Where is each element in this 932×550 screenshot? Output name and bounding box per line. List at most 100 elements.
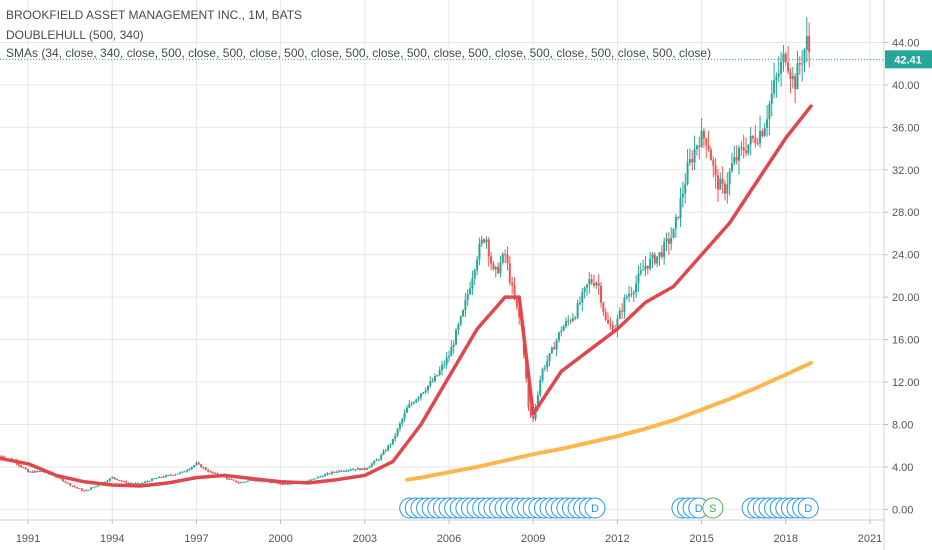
candle-body bbox=[693, 149, 696, 163]
candle-body bbox=[805, 36, 808, 50]
candle-body bbox=[277, 482, 280, 484]
candle-body bbox=[497, 266, 500, 274]
candle-body bbox=[571, 318, 574, 321]
candle-body bbox=[34, 471, 37, 473]
candle-body bbox=[249, 479, 252, 481]
candle-body bbox=[686, 162, 689, 185]
candle-body bbox=[742, 147, 745, 151]
candle-body bbox=[457, 324, 460, 331]
candle-body bbox=[684, 184, 687, 194]
dividend-marker[interactable]: D bbox=[584, 497, 606, 519]
candle-body bbox=[550, 347, 553, 354]
candle-body bbox=[239, 482, 242, 484]
chart-title: BROOKFIELD ASSET MANAGEMENT INC., 1M, BA… bbox=[6, 8, 303, 22]
candle-body bbox=[403, 412, 406, 419]
dividend-marker[interactable]: D bbox=[797, 497, 819, 519]
candle-body bbox=[448, 356, 451, 358]
candle-body bbox=[76, 487, 79, 489]
candle-body bbox=[87, 489, 90, 491]
candle-body bbox=[256, 480, 259, 482]
candle-body bbox=[232, 479, 235, 481]
candle-body bbox=[590, 279, 593, 283]
last-price-label: 42.41 bbox=[894, 54, 922, 66]
candle-body bbox=[363, 468, 366, 470]
candle-body bbox=[735, 157, 738, 161]
indicator-legend-doublehull[interactable]: DOUBLEHULL (500, 340) bbox=[6, 28, 144, 42]
candle-body bbox=[656, 256, 659, 264]
y-tick-label: 32.00 bbox=[892, 165, 920, 177]
split-marker[interactable]: S bbox=[702, 497, 724, 519]
candle-body bbox=[373, 460, 376, 464]
candle-body bbox=[569, 320, 572, 322]
candle-body bbox=[235, 480, 238, 483]
candle-body bbox=[494, 266, 497, 270]
candle-body bbox=[375, 459, 378, 461]
candle-body bbox=[136, 483, 139, 485]
candle-body bbox=[733, 157, 736, 164]
candle-body bbox=[69, 483, 72, 486]
candle-body bbox=[560, 330, 563, 333]
candle-body bbox=[801, 63, 804, 65]
marker-circle bbox=[797, 497, 819, 519]
x-tick-label: 1994 bbox=[100, 533, 124, 545]
candle-body bbox=[181, 471, 184, 473]
candle-body bbox=[759, 131, 762, 144]
candle-body bbox=[698, 145, 701, 147]
y-tick-label: 36.00 bbox=[892, 122, 920, 134]
candle-body bbox=[464, 299, 467, 311]
candle-body bbox=[92, 487, 95, 489]
candle-body bbox=[529, 407, 532, 417]
candle-body bbox=[485, 239, 488, 243]
candle-body bbox=[270, 482, 273, 484]
candle-body bbox=[405, 407, 408, 413]
candle-body bbox=[756, 143, 759, 145]
candle-body bbox=[543, 367, 546, 369]
last-price-line: 42.41 bbox=[0, 50, 932, 69]
indicator-legend-smas[interactable]: SMAs (34, close, 340, close, 500, close,… bbox=[6, 46, 712, 60]
candle-body bbox=[108, 478, 111, 481]
x-tick-label: 2021 bbox=[858, 533, 882, 545]
candle-body bbox=[310, 479, 313, 481]
candle-body bbox=[583, 287, 586, 293]
candle-body bbox=[483, 239, 486, 243]
candle-body bbox=[670, 237, 673, 244]
candle-body bbox=[349, 469, 352, 471]
marker-circle bbox=[702, 497, 724, 519]
candle-body bbox=[377, 459, 380, 461]
candle-body bbox=[188, 468, 191, 471]
candle-body bbox=[747, 144, 750, 153]
candle-body bbox=[429, 381, 432, 386]
candle-body bbox=[532, 416, 535, 419]
candle-body bbox=[794, 76, 797, 90]
candle-body bbox=[501, 253, 504, 263]
candle-body bbox=[716, 175, 719, 190]
candle-body bbox=[251, 479, 254, 481]
candle-body bbox=[441, 365, 443, 371]
candle-body bbox=[796, 63, 799, 90]
candle-body bbox=[705, 138, 708, 146]
candle-body bbox=[604, 311, 607, 320]
candle-body bbox=[782, 53, 785, 62]
y-tick-label: 12.00 bbox=[892, 377, 920, 389]
candle-body bbox=[712, 160, 715, 166]
candle-body bbox=[317, 476, 320, 479]
y-tick-label: 24.00 bbox=[892, 250, 920, 262]
candle-body bbox=[151, 478, 154, 482]
candle-body bbox=[104, 481, 107, 483]
candle-body bbox=[548, 353, 551, 362]
candle-body bbox=[623, 297, 626, 312]
candle-body bbox=[85, 489, 88, 492]
candle-body bbox=[803, 49, 806, 64]
candle-body bbox=[674, 216, 677, 229]
candle-body bbox=[719, 178, 722, 190]
candle-body bbox=[478, 243, 481, 260]
candle-body bbox=[511, 282, 514, 286]
candle-body bbox=[651, 254, 654, 259]
candle-body bbox=[768, 104, 771, 120]
candle-body bbox=[635, 283, 638, 293]
candle-body bbox=[183, 471, 186, 473]
candle-body bbox=[193, 465, 196, 467]
